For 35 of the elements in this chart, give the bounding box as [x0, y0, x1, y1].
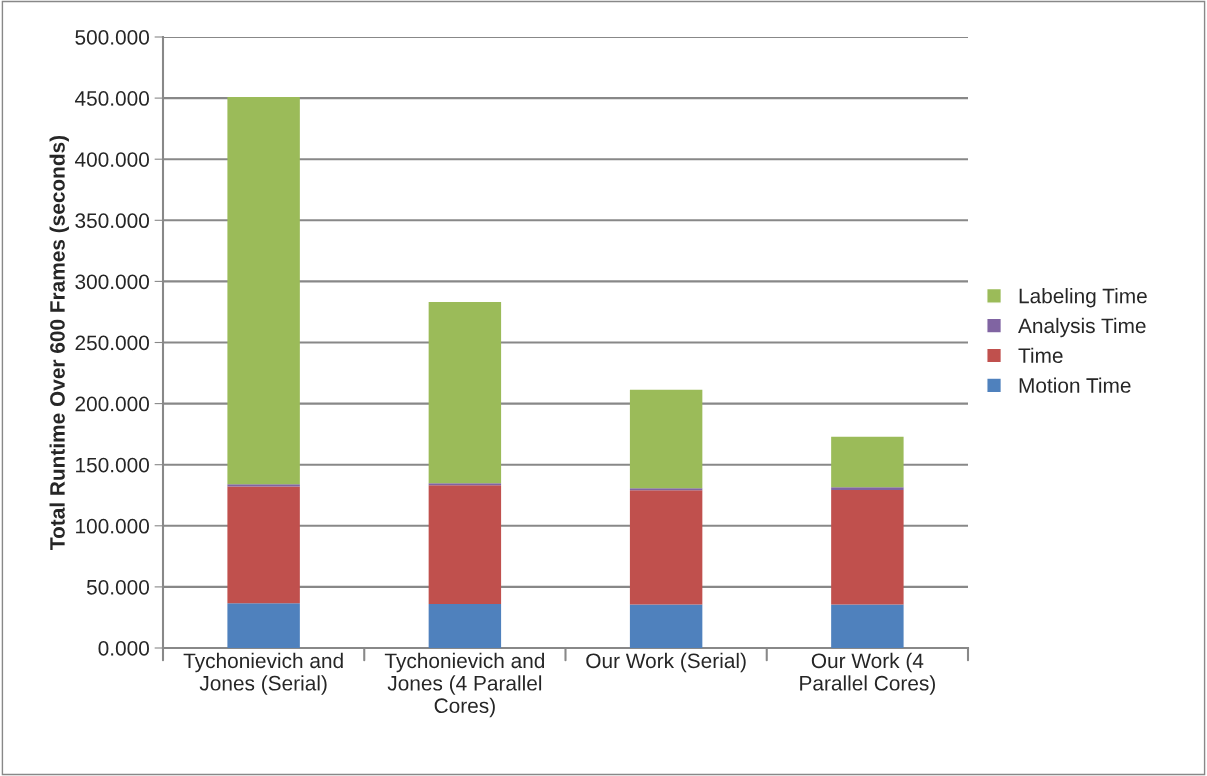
bar	[227, 603, 300, 648]
y-tick-label: 300.000	[75, 274, 149, 290]
bar	[629, 389, 703, 489]
bar	[428, 302, 502, 484]
bar	[831, 436, 904, 488]
bar	[227, 96, 300, 485]
y-tick-label: 50.000	[86, 579, 149, 595]
y-tick-label: 500.000	[75, 30, 149, 45]
y-tick-label: 0.000	[98, 641, 149, 656]
legend-label: Labeling Time	[1019, 288, 1147, 308]
x-tick-label: Tychonievich and Jones (Serial)	[183, 652, 343, 695]
bar	[831, 490, 904, 605]
bar	[831, 604, 904, 648]
y-tick-label: 450.000	[74, 91, 149, 106]
y-tick-label: 350.000	[75, 213, 149, 229]
y-tick-label: 150.000	[76, 457, 149, 473]
bar	[227, 484, 300, 487]
x-tick-label: Tychonievich and Jones (4 Parallel Cores)	[384, 652, 545, 718]
legend-label: Time	[1018, 347, 1063, 364]
legend-label: Analysis Time	[1018, 317, 1146, 338]
y-axis-title: Total Runtime Over 600 Frames (seconds)	[49, 135, 69, 550]
bar	[428, 603, 502, 648]
bar	[428, 485, 502, 604]
x-tick-label: Our Work (4 Parallel Cores)	[800, 652, 935, 695]
y-tick-label: 100.000	[76, 518, 149, 534]
y-tick-label: 200.000	[75, 396, 149, 412]
bar	[629, 604, 703, 648]
x-tick-label: Our Work (Serial)	[586, 652, 746, 673]
legend-label: Motion Time	[1019, 377, 1131, 393]
bar	[428, 483, 502, 486]
bar	[831, 487, 904, 490]
y-tick-label: 250.000	[75, 335, 149, 351]
bar	[227, 486, 300, 604]
y-tick-label: 400.000	[74, 152, 149, 167]
bar	[629, 490, 703, 605]
